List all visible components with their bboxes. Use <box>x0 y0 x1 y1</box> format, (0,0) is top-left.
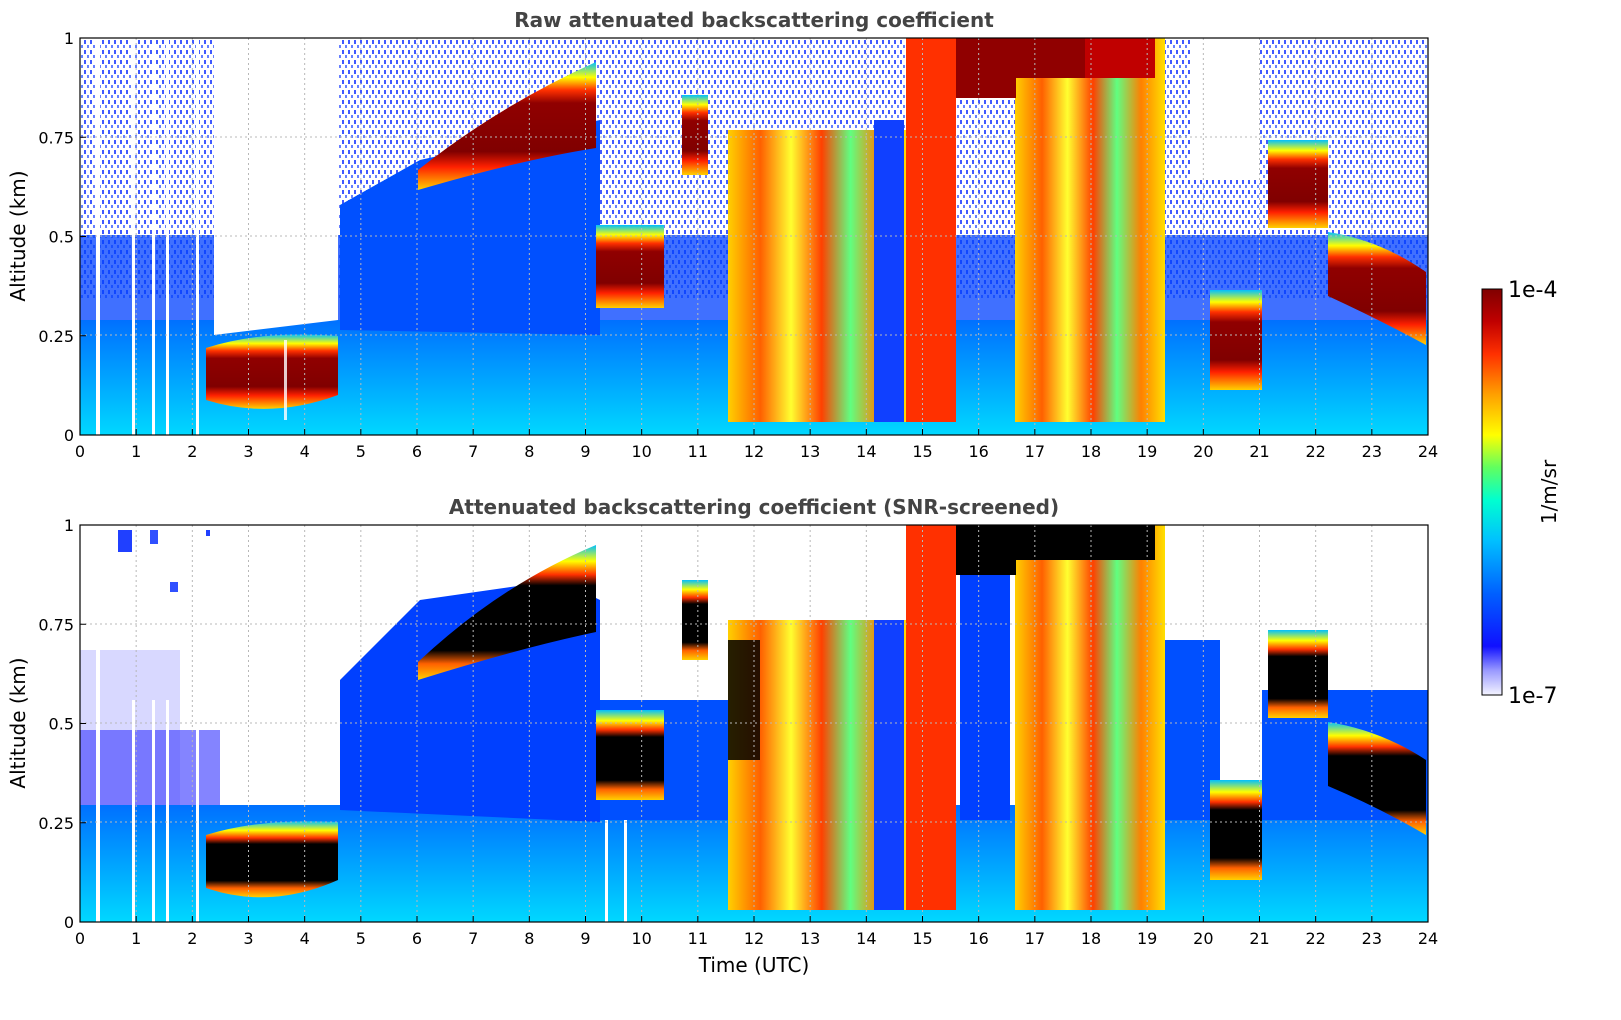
x-tick-label: 9 <box>580 442 590 461</box>
x-tick-label: 11 <box>688 442 708 461</box>
y-axis-raw: 0 0.25 0.5 0.75 1 <box>38 29 86 445</box>
panel-raw: Raw attenuated backscattering coefficien… <box>6 8 1438 461</box>
panel-title-screened: Attenuated backscattering coefficient (S… <box>449 495 1059 519</box>
x-tick-label: 4 <box>300 442 310 461</box>
x-tick-label: 24 <box>1418 442 1438 461</box>
y-tick-label: 0.75 <box>38 128 74 147</box>
x-tick-label: 18 <box>1081 929 1101 948</box>
y-tick-label: 1 <box>64 516 74 535</box>
colorbar-max-label: 1e-4 <box>1508 278 1557 303</box>
x-tick-label: 6 <box>412 929 422 948</box>
colorbar-unit-label: 1/m/sr <box>1537 459 1561 524</box>
y-axis-label-screened: Altitude (km) <box>6 657 30 788</box>
x-tick-label: 9 <box>580 929 590 948</box>
y-tick-label: 0.5 <box>49 715 74 734</box>
gridlines-screened <box>80 525 1428 922</box>
x-tick-label: 14 <box>856 442 876 461</box>
x-tick-label: 18 <box>1081 442 1101 461</box>
x-tick-label: 10 <box>631 929 651 948</box>
x-tick-label: 1 <box>131 929 141 948</box>
x-tick-label: 7 <box>468 442 478 461</box>
colorbar-gradient <box>1481 288 1503 696</box>
x-tick-label: 23 <box>1362 442 1382 461</box>
y-tick-label: 0.5 <box>49 228 74 247</box>
x-tick-label: 12 <box>744 442 764 461</box>
x-tick-label: 24 <box>1418 929 1438 948</box>
y-tick-label: 0 <box>64 426 74 445</box>
x-tick-label: 21 <box>1249 442 1269 461</box>
x-tick-label: 2 <box>187 442 197 461</box>
x-axis-screened: 0 1 2 3 4 5 6 7 8 9 10 11 12 13 14 15 16 17 18 19 20 21 22 23 24 <box>75 916 1438 948</box>
x-tick-label: 13 <box>800 442 820 461</box>
x-tick-label: 17 <box>1025 442 1045 461</box>
gridlines-raw <box>80 38 1428 435</box>
y-axis-label-raw: Altitude (km) <box>6 170 30 301</box>
x-tick-label: 23 <box>1362 929 1382 948</box>
x-tick-label: 12 <box>744 929 764 948</box>
y-tick-label: 0.25 <box>38 814 74 833</box>
x-tick-label: 16 <box>968 929 988 948</box>
x-tick-label: 22 <box>1305 442 1325 461</box>
x-tick-label: 6 <box>412 442 422 461</box>
y-tick-label: 0.25 <box>38 327 74 346</box>
colorbar-min-label: 1e-7 <box>1508 684 1557 709</box>
y-tick-label: 1 <box>64 29 74 48</box>
x-tick-label: 15 <box>912 929 932 948</box>
x-tick-label: 5 <box>356 442 366 461</box>
x-tick-label: 1 <box>131 442 141 461</box>
x-tick-label: 15 <box>912 442 932 461</box>
x-tick-label: 8 <box>524 929 534 948</box>
y-tick-label: 0.75 <box>38 615 74 634</box>
x-tick-label: 7 <box>468 929 478 948</box>
y-axis-screened: 0 0.25 0.5 0.75 1 <box>38 516 86 932</box>
x-tick-label: 19 <box>1137 929 1157 948</box>
x-tick-label: 4 <box>300 929 310 948</box>
x-axis-raw: 0 1 2 3 4 5 6 7 8 9 10 11 12 13 14 15 16 17 18 19 20 21 22 23 24 <box>75 429 1438 461</box>
x-tick-label: 10 <box>631 442 651 461</box>
colorbar: 1e-4 1e-7 1/m/sr <box>1481 278 1561 709</box>
x-tick-label: 0 <box>75 442 85 461</box>
x-tick-label: 0 <box>75 929 85 948</box>
x-tick-label: 13 <box>800 929 820 948</box>
x-tick-label: 3 <box>243 442 253 461</box>
panel-screened: Attenuated backscattering coefficient (S… <box>6 495 1438 977</box>
y-tick-label: 0 <box>64 913 74 932</box>
x-tick-label: 3 <box>243 929 253 948</box>
x-tick-label: 5 <box>356 929 366 948</box>
x-tick-label: 20 <box>1193 929 1213 948</box>
x-tick-label: 11 <box>688 929 708 948</box>
panel-title-raw: Raw attenuated backscattering coefficien… <box>514 8 994 32</box>
x-tick-label: 17 <box>1025 929 1045 948</box>
x-tick-label: 16 <box>968 442 988 461</box>
x-tick-label: 14 <box>856 929 876 948</box>
x-tick-label: 21 <box>1249 929 1269 948</box>
x-tick-label: 8 <box>524 442 534 461</box>
x-tick-label: 20 <box>1193 442 1213 461</box>
x-axis-label: Time (UTC) <box>698 953 810 977</box>
x-tick-label: 2 <box>187 929 197 948</box>
x-tick-label: 19 <box>1137 442 1157 461</box>
x-tick-label: 22 <box>1305 929 1325 948</box>
